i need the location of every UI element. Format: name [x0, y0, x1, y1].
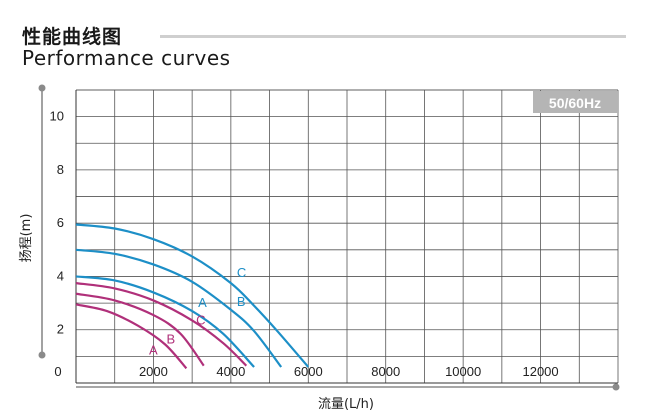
series-line-purple-c: [75, 282, 248, 367]
y-axis-title: 扬程(m): [19, 214, 34, 263]
x-tick-label: 0: [54, 364, 61, 379]
y-tick-label: 6: [57, 215, 64, 230]
series-line-blue-a: [75, 275, 255, 368]
x-tick-label: 10000: [445, 364, 481, 379]
series-label-purple-c: C: [196, 312, 205, 327]
x-tick-label: 12000: [522, 364, 558, 379]
title-chinese: 性能曲线图: [22, 26, 123, 48]
y-axis-end-dot: [38, 84, 46, 92]
series-label-blue-a: A: [198, 295, 207, 310]
series-line-purple-a: [75, 303, 188, 370]
series-line-blue-c: [75, 223, 310, 368]
axes: 2 4 6 8 10 0 2000 4000 6000 8000 10000 12000: [38, 84, 620, 391]
series-label-blue-c: C: [237, 265, 246, 280]
y-tick-label: 10: [50, 109, 64, 124]
title-divider: [160, 35, 626, 38]
x-axis-title: 流量(L/h): [318, 397, 374, 412]
frequency-badge: [533, 91, 618, 113]
frequency-badge-text: 50/60Hz: [549, 95, 601, 111]
y-axis-end-dot: [38, 351, 46, 359]
x-tick-label: 4000: [216, 364, 245, 379]
x-tick-label: 8000: [371, 364, 400, 379]
series-lines: [75, 223, 310, 370]
series-label-blue-b: B: [237, 294, 246, 309]
x-tick-label: 6000: [294, 364, 323, 379]
y-tick-label: 4: [57, 268, 64, 283]
y-tick-label: 2: [57, 322, 64, 337]
series-line-blue-b: [75, 248, 283, 368]
x-axis-end-dot: [612, 383, 620, 391]
series-line-purple-b: [75, 292, 205, 367]
title-english: Performance curves: [22, 46, 231, 70]
x-tick-label: 2000: [139, 364, 168, 379]
series-label-purple-b: B: [167, 332, 176, 347]
grid: [76, 89, 619, 383]
y-tick-label: 8: [57, 162, 64, 177]
series-label-purple-a: A: [149, 342, 158, 357]
